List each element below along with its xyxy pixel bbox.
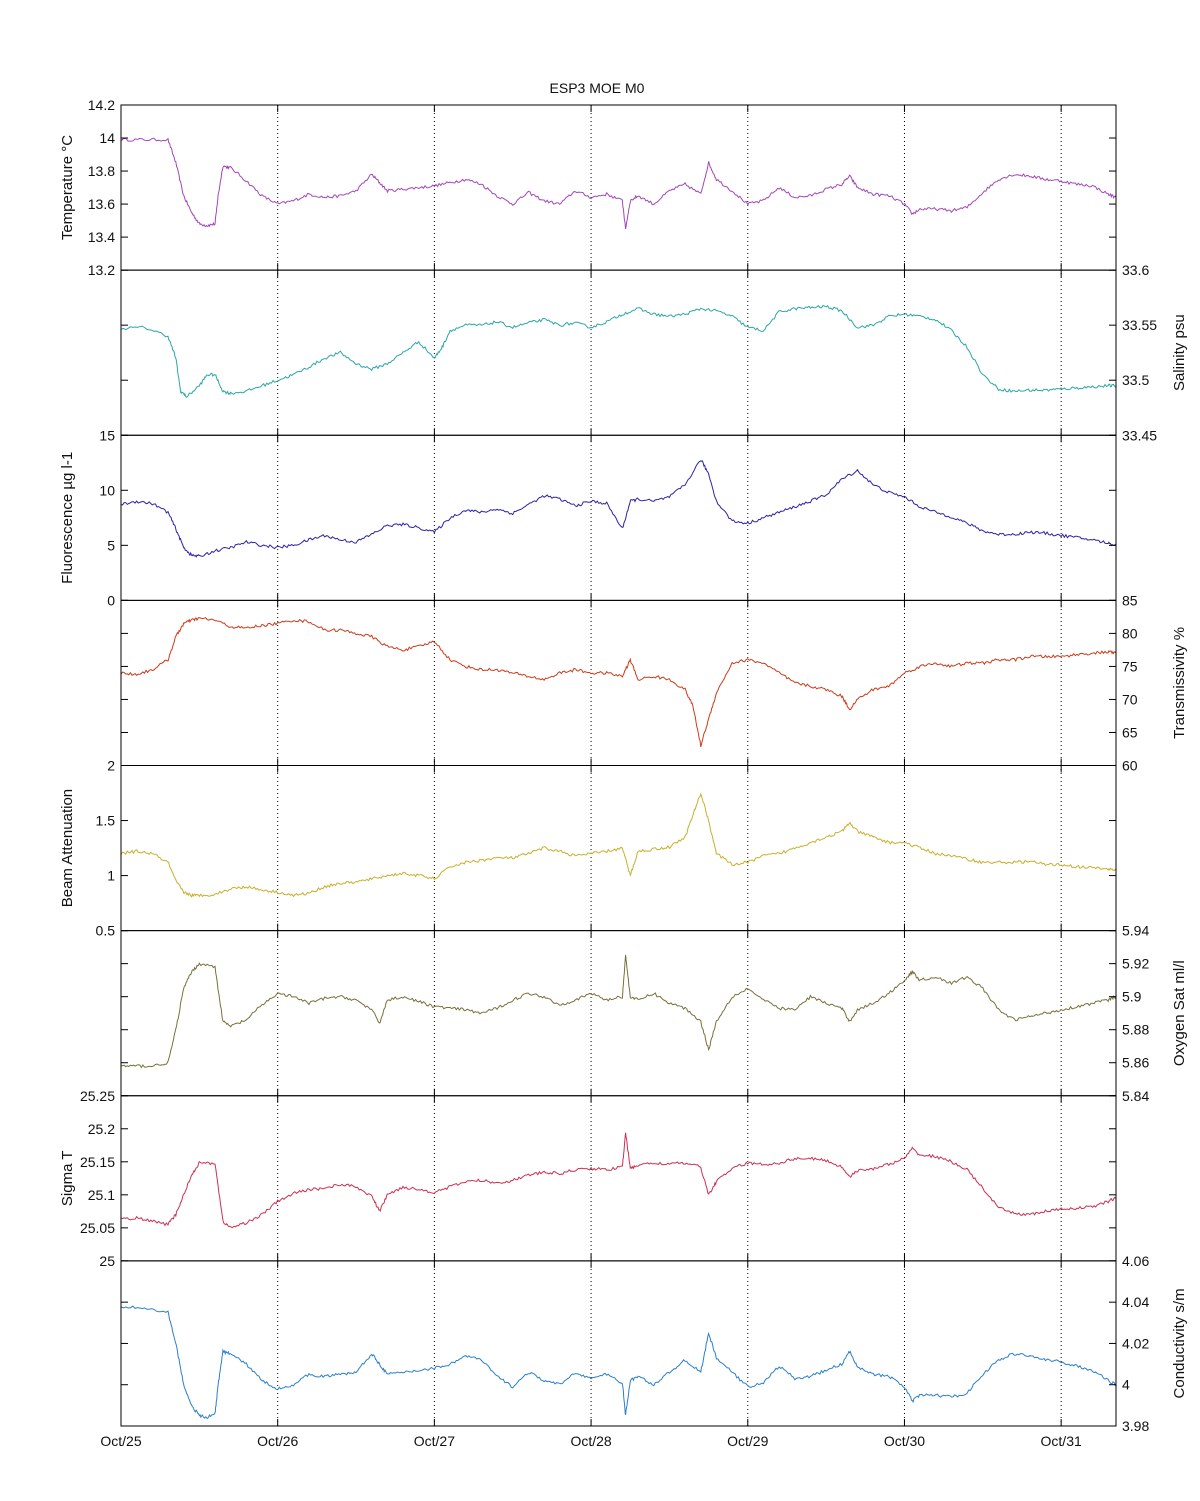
y-tick-label: 33.45: [1122, 427, 1157, 443]
y-tick-label: 25.2: [88, 1121, 115, 1137]
y-tick-label: 13.4: [88, 229, 115, 245]
y-tick-label: 4.04: [1122, 1294, 1149, 1310]
series-line-salinity-psu: [120, 304, 1117, 398]
x-tick-label: Oct/28: [570, 1433, 611, 1449]
y-tick-label: 5.94: [1122, 923, 1149, 939]
y-axis-label-transmissivity: Transmissivity %: [1171, 627, 1188, 739]
panel-frame: [120, 434, 1117, 601]
chart-title: ESP3 MOE M0: [550, 80, 645, 96]
y-tick-label: 25.25: [80, 1088, 115, 1104]
series-line-oxygen-sat-ml-l: [120, 954, 1117, 1069]
y-tick-label: 5: [107, 537, 115, 553]
y-tick-label: 13.6: [88, 196, 115, 212]
y-tick-label: 13.2: [88, 262, 115, 278]
series-line-fluorescence-g-l-1: [120, 460, 1117, 558]
y-tick-label: 4.06: [1122, 1253, 1149, 1269]
y-tick-label: 33.55: [1122, 317, 1157, 333]
y-tick-label: 60: [1122, 758, 1138, 774]
y-tick-label: 5.84: [1122, 1088, 1149, 1104]
y-tick-label: 33.5: [1122, 372, 1149, 388]
series-layer: [120, 137, 1117, 1420]
series-line-beam-attenuation: [120, 792, 1117, 898]
series-line-conductivity-s-m: [120, 1305, 1117, 1420]
y-tick-label: 85: [1122, 592, 1138, 608]
y-tick-label: 14: [99, 130, 115, 146]
y-tick-label: 25.1: [88, 1187, 115, 1203]
y-tick-label: 70: [1122, 691, 1138, 707]
y-tick-label: 5.92: [1122, 956, 1149, 972]
x-tick-label: Oct/26: [257, 1433, 298, 1449]
panel-frame: [120, 599, 1117, 766]
panel-frame: [120, 765, 1117, 932]
y-tick-label: 25.15: [80, 1154, 115, 1170]
y-tick-label: 15: [99, 427, 115, 443]
panel-frame: [120, 1260, 1117, 1427]
y-tick-label: 33.6: [1122, 262, 1149, 278]
y-axis-label-sigma-t: Sigma T: [59, 1151, 76, 1207]
series-line-sigma-t: [120, 1132, 1117, 1229]
y-tick-label: 1: [107, 868, 115, 884]
y-tick-label: 4: [1122, 1377, 1130, 1393]
y-tick-label: 25: [99, 1253, 115, 1269]
y-tick-label: 80: [1122, 625, 1138, 641]
x-tick-label: Oct/27: [414, 1433, 455, 1449]
y-tick-label: 14.2: [88, 97, 115, 113]
y-tick-label: 0: [107, 592, 115, 608]
y-tick-label: 25.05: [80, 1220, 115, 1236]
x-axis: Oct/25 Oct/26 Oct/27 Oct/28 Oct/29 Oct/30 Oct/…: [100, 1433, 1082, 1449]
x-tick-label: Oct/30: [884, 1433, 925, 1449]
series-line-transmissivity: [120, 617, 1117, 748]
panel-frame: [120, 1095, 1117, 1262]
y-axis-label-oxygen-sat-ml-l: Oxygen Sat ml/l: [1171, 960, 1188, 1066]
y-tick-label: 0.5: [96, 923, 116, 939]
y-tick-label: 5.88: [1122, 1022, 1149, 1038]
y-tick-label: 10: [99, 482, 115, 498]
y-axis-label-beam-attenuation: Beam Attenuation: [59, 789, 76, 907]
panel-frame: [120, 104, 1117, 271]
x-tick-label: Oct/25: [100, 1433, 141, 1449]
panel-frame: [120, 930, 1117, 1097]
y-tick-label: 5.9: [1122, 989, 1142, 1005]
y-tick-label: 65: [1122, 724, 1138, 740]
y-tick-label: 1.5: [96, 813, 116, 829]
y-axis-label-salinity-psu: Salinity psu: [1171, 314, 1188, 391]
y-axis-label-conductivity-s-m: Conductivity s/m: [1171, 1288, 1188, 1398]
series-line-temperature-c: [120, 137, 1117, 230]
x-tick-label: Oct/31: [1041, 1433, 1082, 1449]
x-tick-label: Oct/29: [727, 1433, 768, 1449]
y-axis-label-fluorescence-g-l-1: Fluorescence µg l-1: [59, 452, 76, 584]
y-tick-label: 4.02: [1122, 1335, 1149, 1351]
y-tick-label: 75: [1122, 658, 1138, 674]
y-axis-label-temperature-c: Temperature °C: [59, 135, 76, 240]
y-tick-label: 5.86: [1122, 1055, 1149, 1071]
y-tick-label: 2: [107, 758, 115, 774]
y-tick-label: 13.8: [88, 163, 115, 179]
y-tick-label: 3.98: [1122, 1418, 1149, 1434]
panel-frame: [120, 269, 1117, 436]
